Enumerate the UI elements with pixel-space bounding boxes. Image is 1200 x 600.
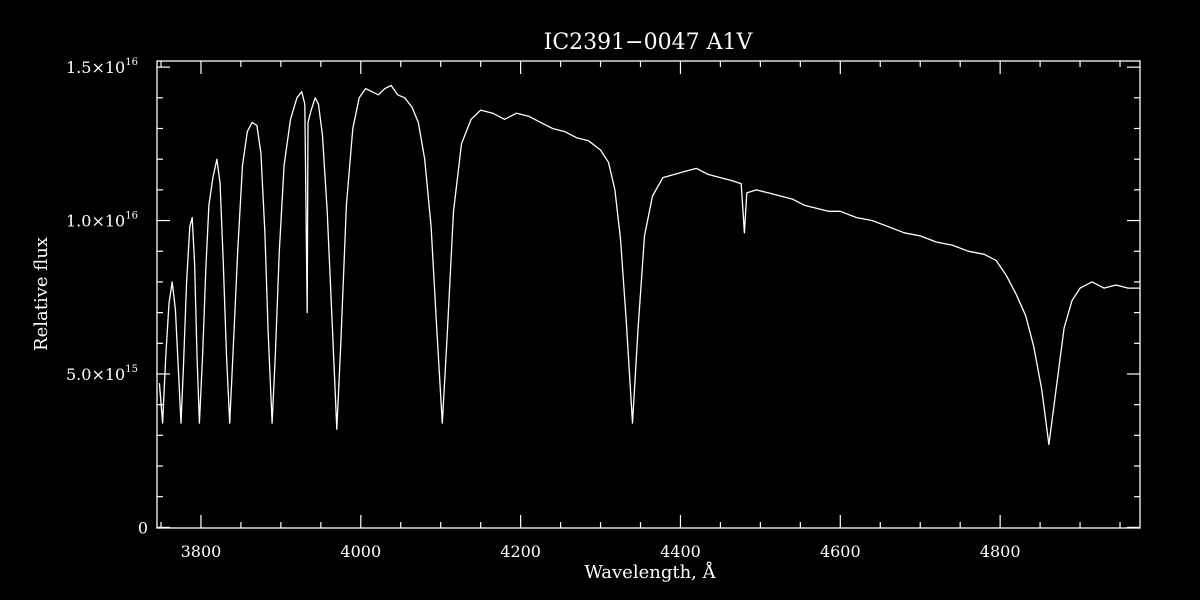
- tick-labels: 3800 4000 4200 4400 4600 4800 0 5.0×1015 1.0×101…: [66, 57, 1021, 561]
- spectrum-line: [158, 84, 1140, 446]
- y-axis-label: Relative flux: [31, 237, 52, 351]
- y-tick-label: 0: [138, 518, 148, 537]
- x-tick-label: 4000: [340, 542, 381, 561]
- x-tick-label: 4800: [980, 542, 1021, 561]
- y-tick-label: 1.0×1016: [66, 211, 138, 231]
- x-tick-label: 4600: [820, 542, 861, 561]
- plot-frame: [156, 60, 1141, 529]
- chart-title: IC2391−0047 A1V: [544, 30, 754, 55]
- y-tick-label: 5.0×1015: [66, 364, 138, 384]
- x-tick-label: 4400: [660, 542, 701, 561]
- x-axis-label: Wavelength, Å: [584, 561, 716, 583]
- x-tick-label: 3800: [181, 542, 222, 561]
- y-tick-label: 1.5×1016: [66, 57, 138, 77]
- axis-ticks: [157, 61, 1140, 528]
- x-tick-label: 4200: [500, 542, 541, 561]
